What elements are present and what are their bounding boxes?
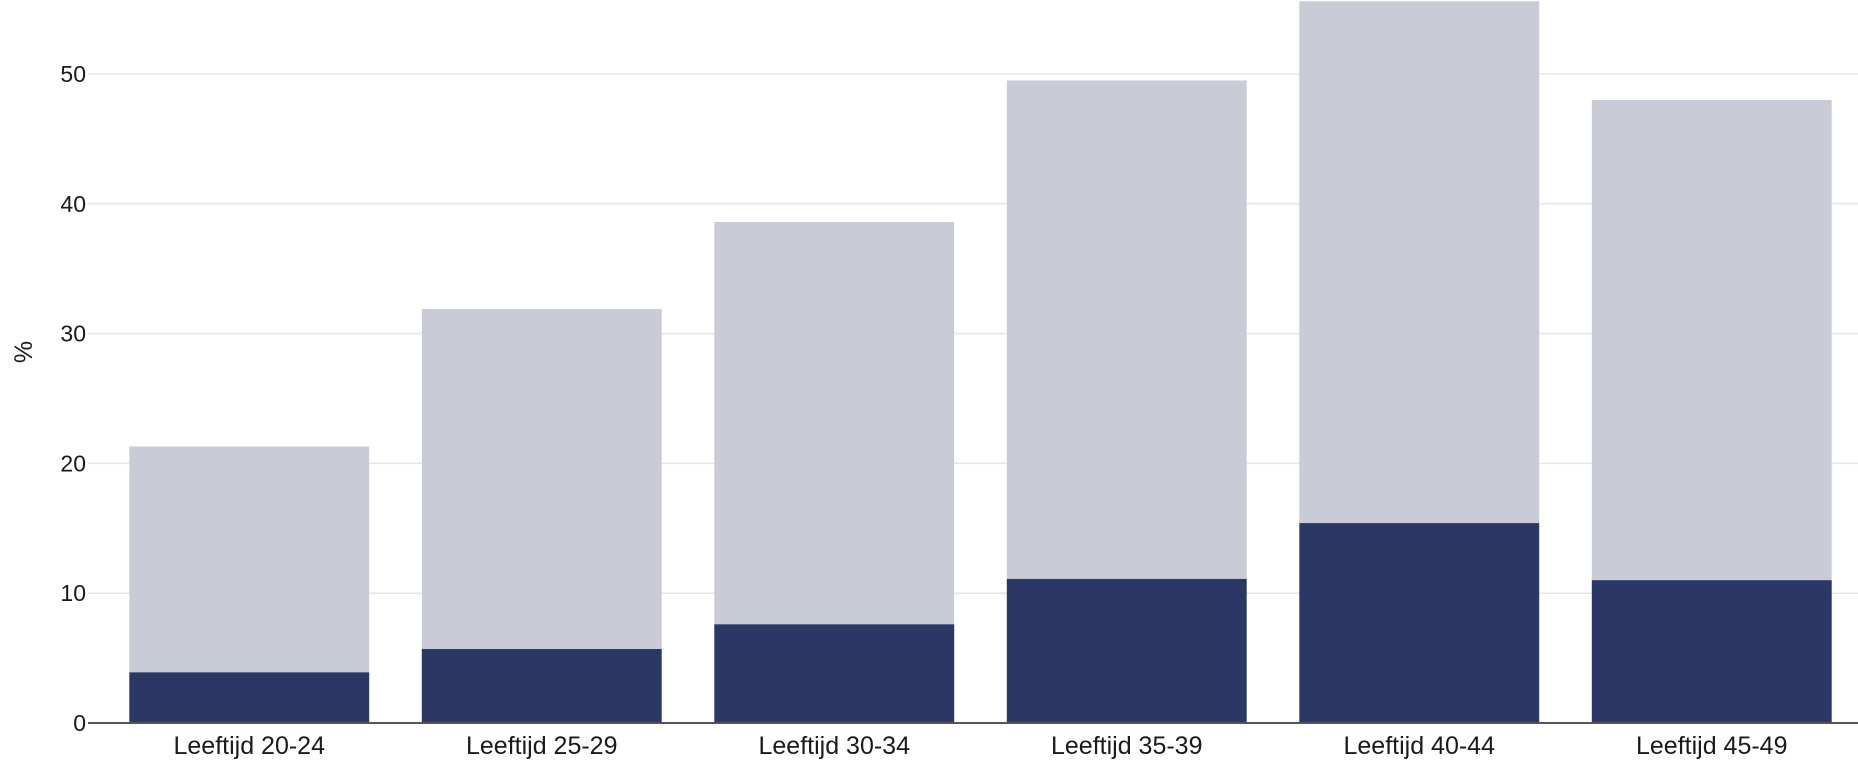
grid-layer xyxy=(88,73,1858,594)
x-tick-label: Leeftijd 30-34 xyxy=(758,732,910,759)
x-tick-label: Leeftijd 45-49 xyxy=(1636,732,1788,759)
x-tick-label: Leeftijd 40-44 xyxy=(1343,732,1495,759)
y-tick-label: 10 xyxy=(60,580,86,606)
axis-layer: 0 10 20 30 40 50 Leeftijd 20-24 Leeftijd 25-29 L… xyxy=(60,61,1858,760)
bar-series2-5 xyxy=(1591,580,1832,723)
bar-series2-3 xyxy=(1006,578,1247,723)
y-axis-title: % xyxy=(10,341,38,363)
bar-series2-1 xyxy=(421,649,662,723)
y-tick-label: 20 xyxy=(60,450,86,476)
bar-series2-2 xyxy=(714,624,955,723)
x-tick-label: Leeftijd 35-39 xyxy=(1051,732,1203,759)
x-tick-label: Leeftijd 20-24 xyxy=(173,732,325,759)
x-tick-label: Leeftijd 25-29 xyxy=(466,732,618,759)
y-tick-label: 40 xyxy=(60,191,86,217)
bar-layer xyxy=(129,1,1832,724)
y-tick-label: 30 xyxy=(60,321,86,347)
y-tick-label: 50 xyxy=(60,61,86,87)
y-tick-label: 0 xyxy=(73,710,86,736)
bar-series2-0 xyxy=(129,672,370,723)
bar-series2-4 xyxy=(1299,523,1540,723)
